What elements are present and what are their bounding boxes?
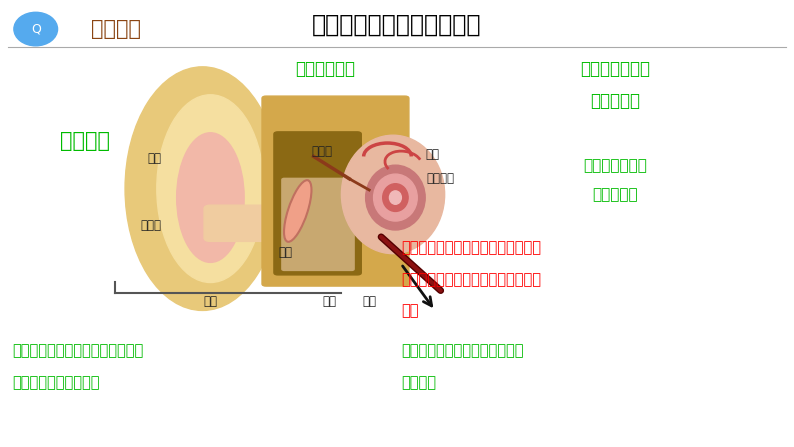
Text: 属于神经系统，: 属于神经系统， <box>584 158 647 173</box>
Text: 鼓膜: 鼓膜 <box>279 246 293 259</box>
Text: 外耳道: 外耳道 <box>141 219 161 232</box>
Ellipse shape <box>341 135 445 254</box>
Text: 耳部: 耳部 <box>148 152 162 165</box>
Text: 耳蜗: 耳蜗 <box>426 148 440 161</box>
Text: 为神经信号: 为神经信号 <box>591 92 640 110</box>
Ellipse shape <box>13 12 57 46</box>
Text: 鼓膜是一个半透明的薄膜，很薄且有: 鼓膜是一个半透明的薄膜，很薄且有 <box>401 240 541 256</box>
Text: 过这条隧道到达鼓膜。: 过这条隧道到达鼓膜。 <box>12 375 99 390</box>
Text: 不属于内耳: 不属于内耳 <box>592 187 638 202</box>
Text: 外耳: 外耳 <box>203 295 218 308</box>
Ellipse shape <box>365 165 426 230</box>
Text: 探索一：观察耳朵的结构图: 探索一：观察耳朵的结构图 <box>312 13 482 37</box>
Text: 衡器官。: 衡器官。 <box>401 375 436 390</box>
Text: 把声音信号转化: 把声音信号转化 <box>580 60 650 78</box>
Text: 听小骨: 听小骨 <box>311 145 332 159</box>
Ellipse shape <box>125 67 279 311</box>
Ellipse shape <box>156 95 264 283</box>
Ellipse shape <box>373 174 418 221</box>
FancyBboxPatch shape <box>262 96 409 286</box>
FancyBboxPatch shape <box>282 178 354 270</box>
Text: 听觉神经: 听觉神经 <box>426 172 455 186</box>
Text: Q: Q <box>31 22 40 36</box>
Text: 前庭，可以使人保持平衡，是平: 前庭，可以使人保持平衡，是平 <box>401 343 523 358</box>
Text: 科学探索: 科学探索 <box>91 19 141 39</box>
Text: 内耳: 内耳 <box>362 295 376 308</box>
Text: 收集声音: 收集声音 <box>60 131 110 151</box>
Text: 人的外耳就像是一个隧道，声音通: 人的外耳就像是一个隧道，声音通 <box>12 343 143 358</box>
Text: 放大声音信号: 放大声音信号 <box>295 60 356 78</box>
FancyBboxPatch shape <box>274 132 361 275</box>
Ellipse shape <box>176 133 245 262</box>
Ellipse shape <box>383 184 408 211</box>
FancyBboxPatch shape <box>204 205 308 241</box>
Ellipse shape <box>285 181 310 241</box>
Text: 振动: 振动 <box>401 303 418 318</box>
Text: 弹性，即使是轻微的声音，也能产生: 弹性，即使是轻微的声音，也能产生 <box>401 272 541 287</box>
Text: 中耳: 中耳 <box>322 295 337 308</box>
Ellipse shape <box>389 191 401 204</box>
